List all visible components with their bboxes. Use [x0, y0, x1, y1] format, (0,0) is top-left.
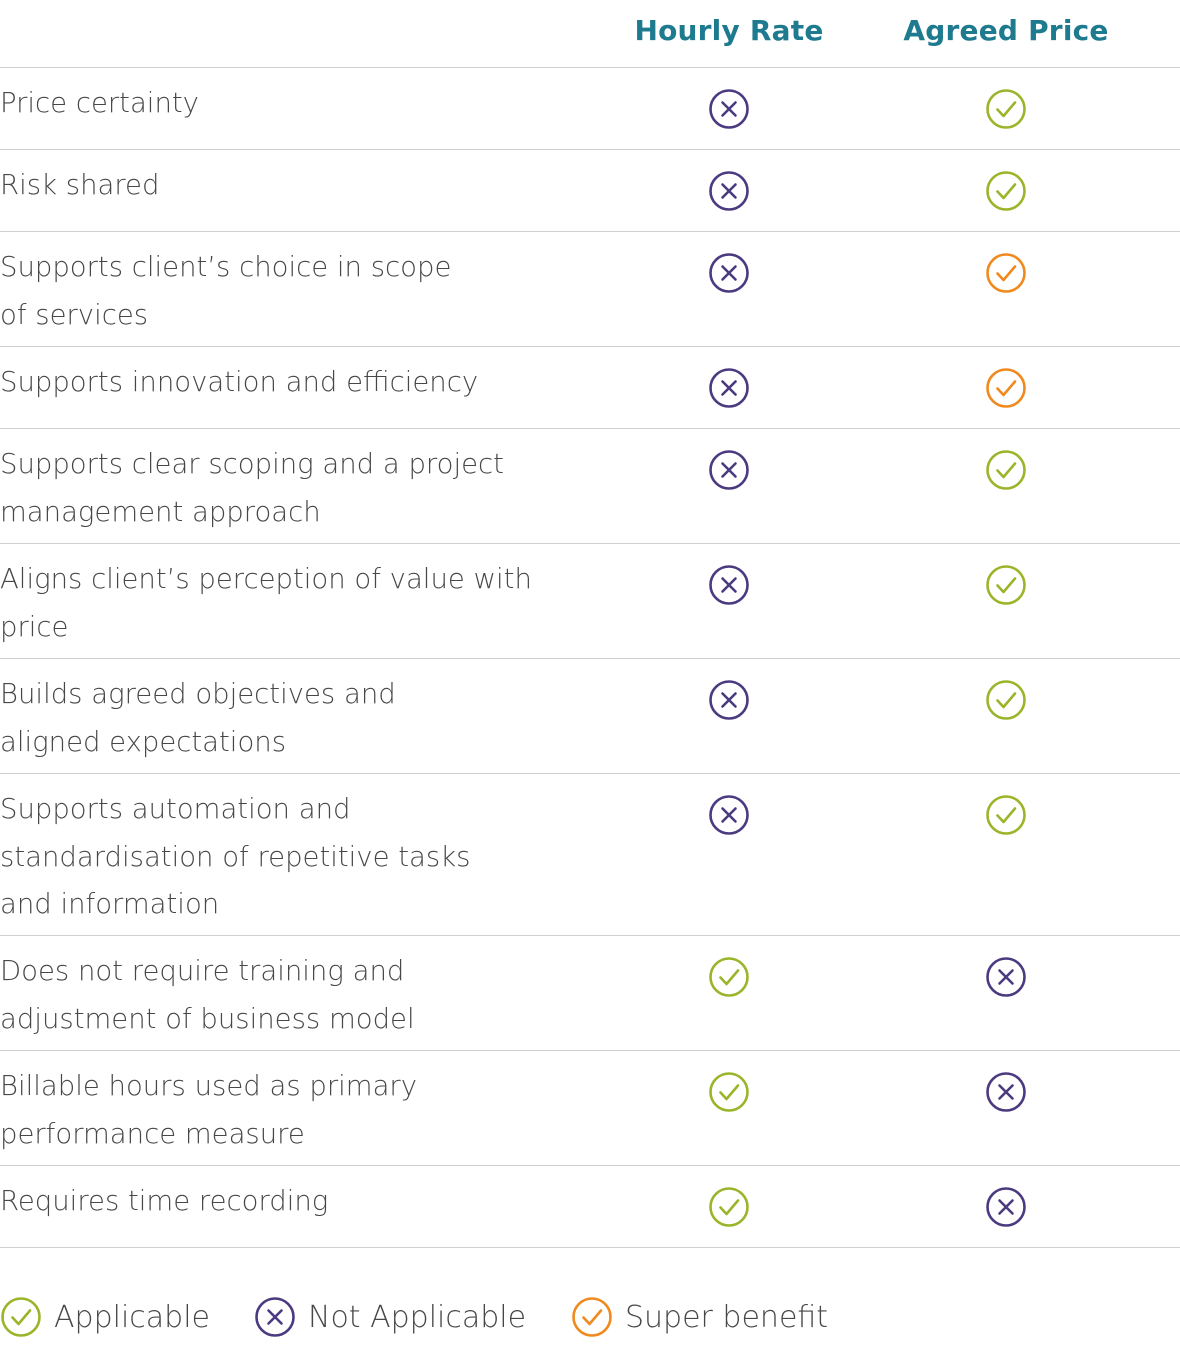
- row-label: Price certainty: [0, 87, 199, 119]
- table-row: Billable hours used as primary performan…: [0, 1051, 1180, 1166]
- cross-icon: [708, 367, 750, 409]
- check-icon: [985, 679, 1027, 721]
- table-row: Risk shared: [0, 150, 1180, 232]
- row-label: Supports automation and standardisation …: [0, 793, 471, 920]
- row-label: Supports innovation and efficiency: [0, 366, 479, 398]
- table-body: Price certainty Risk shared Supports clien…: [0, 68, 1180, 1248]
- legend-super-benefit: Super benefit: [571, 1296, 828, 1338]
- check-icon: [708, 956, 750, 998]
- check-icon: [985, 564, 1027, 606]
- row-label: Risk shared: [0, 169, 160, 201]
- row-label: Aligns client’s perception of value with…: [0, 563, 532, 643]
- cross-icon: [708, 794, 750, 836]
- table-row: Price certainty: [0, 68, 1180, 150]
- comparison-table: Hourly Rate Agreed Price Price certainty…: [0, 0, 1180, 1248]
- cross-icon: [985, 1071, 1027, 1113]
- row-label: Supports clear scoping and a project man…: [0, 448, 504, 528]
- legend-not-applicable: Not Applicable: [254, 1296, 526, 1338]
- table-row: Supports clear scoping and a project man…: [0, 429, 1180, 544]
- column-header-agreed-price: Agreed Price: [903, 14, 1109, 47]
- check-icon: [0, 1296, 42, 1338]
- legend: Applicable Not Applicable Super benefit: [0, 1296, 1180, 1338]
- check-icon: [985, 367, 1027, 409]
- cross-icon: [708, 252, 750, 294]
- legend-label-super-benefit: Super benefit: [625, 1299, 829, 1335]
- check-icon: [985, 170, 1027, 212]
- check-icon: [985, 794, 1027, 836]
- check-icon: [571, 1296, 613, 1338]
- cross-icon: [985, 1186, 1027, 1228]
- cross-icon: [254, 1296, 296, 1338]
- check-icon: [708, 1071, 750, 1113]
- row-label: Builds agreed objectives and aligned exp…: [0, 678, 396, 758]
- legend-label-applicable: Applicable: [54, 1299, 210, 1335]
- table-row: Does not require training and adjustment…: [0, 936, 1180, 1051]
- cross-icon: [708, 88, 750, 130]
- cross-icon: [708, 170, 750, 212]
- table-row: Supports innovation and efficiency: [0, 347, 1180, 429]
- legend-label-not-applicable: Not Applicable: [308, 1299, 527, 1335]
- check-icon: [708, 1186, 750, 1228]
- table-row: Supports client’s choice in scope of ser…: [0, 232, 1180, 347]
- check-icon: [985, 88, 1027, 130]
- row-label: Does not require training and adjustment…: [0, 955, 415, 1035]
- cross-icon: [708, 679, 750, 721]
- check-icon: [985, 252, 1027, 294]
- cross-icon: [708, 449, 750, 491]
- table-row: Aligns client’s perception of value with…: [0, 544, 1180, 659]
- column-header-hourly-rate: Hourly Rate: [634, 14, 824, 47]
- cross-icon: [708, 564, 750, 606]
- legend-applicable: Applicable: [0, 1296, 210, 1338]
- table-row: Builds agreed objectives and aligned exp…: [0, 659, 1180, 774]
- row-label: Billable hours used as primary performan…: [0, 1070, 418, 1150]
- table-row: Supports automation and standardisation …: [0, 774, 1180, 936]
- check-icon: [985, 449, 1027, 491]
- table-header: Hourly Rate Agreed Price: [0, 0, 1180, 68]
- row-label: Requires time recording: [0, 1185, 329, 1217]
- table-row: Requires time recording: [0, 1166, 1180, 1248]
- cross-icon: [985, 956, 1027, 998]
- row-label: Supports client’s choice in scope of ser…: [0, 251, 452, 331]
